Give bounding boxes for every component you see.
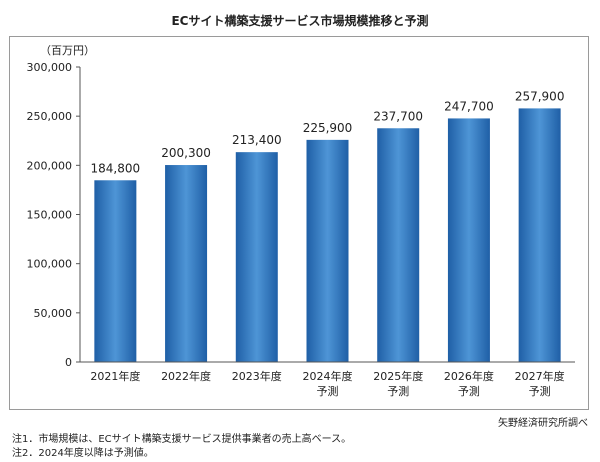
x-category-label: 予測 <box>529 384 551 398</box>
bar <box>235 152 278 362</box>
source-credit: 矢野経済研究所調べ <box>498 418 588 429</box>
bar <box>165 165 208 362</box>
x-category-label: 2024年度 <box>303 369 353 383</box>
y-tick-label: 50,000 <box>34 307 73 320</box>
x-axis: 2021年度 2022年度 2023年度 2024年度予測2025年度予測2026年度… <box>80 361 575 398</box>
footnote-2: 注2．2024年度以降は予測値。 <box>12 448 154 459</box>
bar-value-label: 213,400 <box>232 133 282 147</box>
x-category-label: 2027年度 <box>515 369 565 383</box>
x-category-label: 予測 <box>387 384 409 398</box>
bar <box>94 180 137 362</box>
bar <box>306 139 349 362</box>
chart-frame: （百万円） 0 50,000 100,000 150,000 200,000 250,00… <box>9 36 589 410</box>
x-category-label: 2023年度 <box>232 369 282 383</box>
y-tick-label: 100,000 <box>27 258 73 271</box>
value-labels: 184,800 200,300 213,400 225,900 237,700 247,7… <box>91 89 565 175</box>
bar-value-label: 225,900 <box>303 121 353 135</box>
bar <box>377 128 420 362</box>
y-tick-label: 300,000 <box>27 61 73 74</box>
bar-chart: （百万円） 0 50,000 100,000 150,000 200,000 250,00… <box>27 44 575 398</box>
y-axis-unit-label: （百万円） <box>40 44 95 57</box>
bars <box>94 108 561 362</box>
x-category-label: 2025年度 <box>373 369 423 383</box>
y-tick-label: 250,000 <box>27 110 73 123</box>
y-tick-label: 150,000 <box>27 209 73 222</box>
bar-value-label: 184,800 <box>91 161 141 175</box>
x-category-label: 2022年度 <box>161 369 211 383</box>
x-category-label: 予測 <box>317 384 339 398</box>
x-category-label: 予測 <box>458 384 480 398</box>
bar-value-label: 257,900 <box>515 89 565 103</box>
y-axis: 0 50,000 100,000 150,000 200,000 250,000 300,0… <box>27 61 81 369</box>
bar-value-label: 237,700 <box>373 109 423 123</box>
bar <box>518 108 561 362</box>
y-tick-label: 0 <box>65 356 72 369</box>
bar-value-label: 200,300 <box>161 146 211 160</box>
x-category-label: 2021年度 <box>90 369 140 383</box>
bar <box>447 118 490 362</box>
y-tick-label: 200,000 <box>27 159 73 172</box>
footnote-1: 注1．市場規模は、ECサイト構築支援サービス提供事業者の売上高ベース。 <box>12 434 352 445</box>
bar-value-label: 247,700 <box>444 99 494 113</box>
x-category-label: 2026年度 <box>444 369 494 383</box>
chart-title: ECサイト構築支援サービス市場規模推移と予測 <box>171 14 429 28</box>
